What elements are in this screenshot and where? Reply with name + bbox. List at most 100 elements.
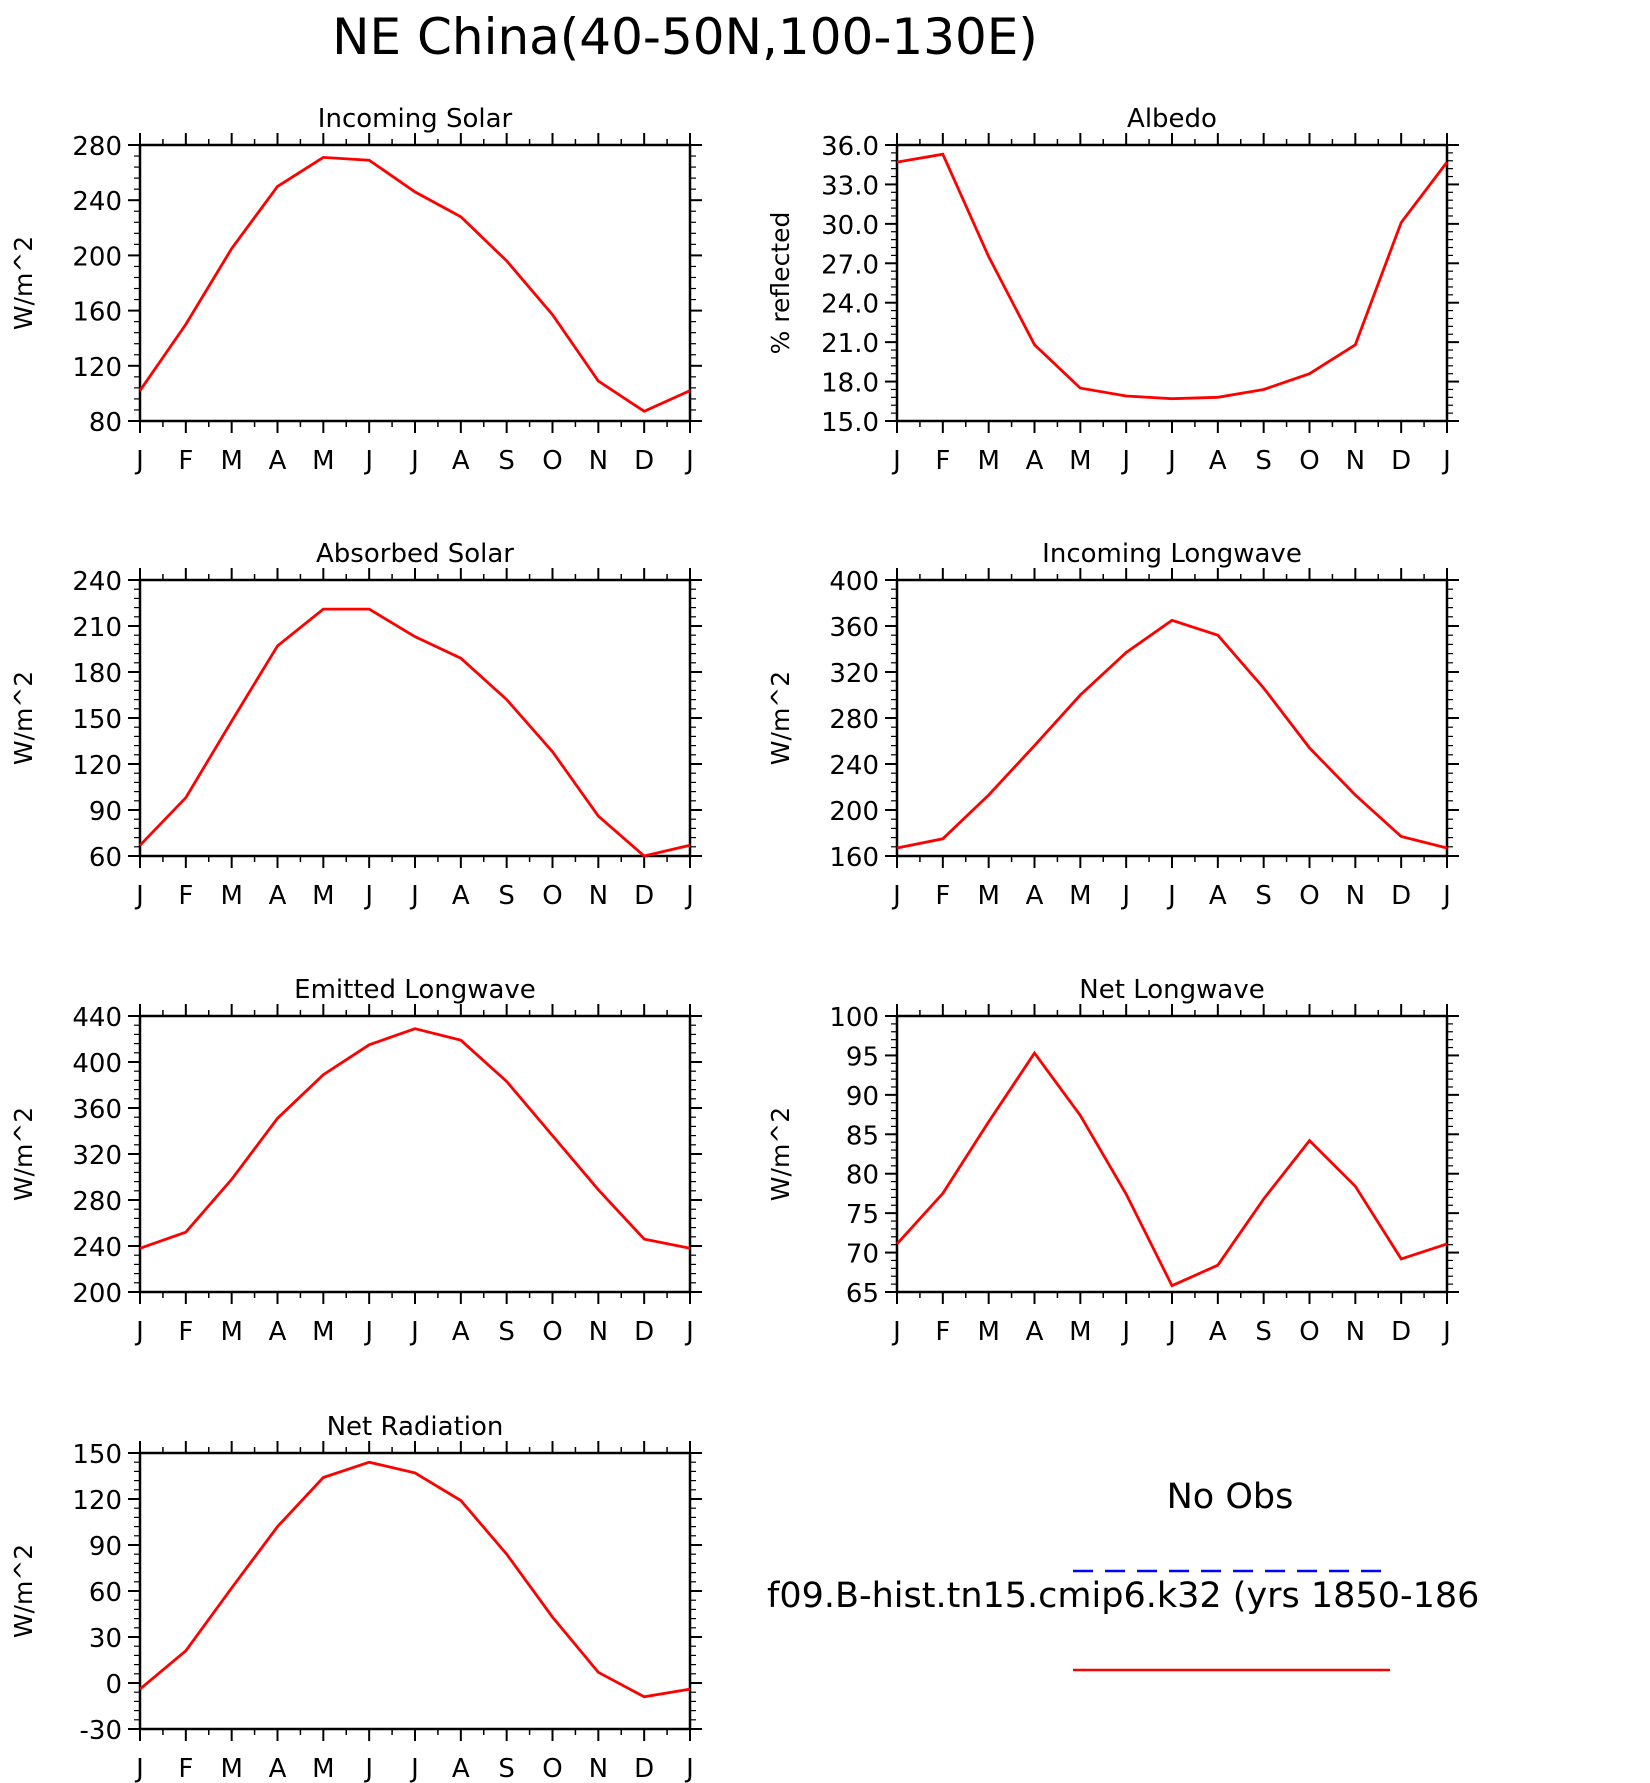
y-tick-label: 90	[89, 797, 122, 827]
x-tick-label: A	[1209, 881, 1227, 911]
x-tick-label: J	[1166, 1317, 1176, 1347]
x-tick-label: M	[977, 1317, 999, 1347]
legend-obs-label: No Obs	[1167, 1477, 1294, 1517]
x-tick-label: N	[589, 1754, 608, 1783]
y-tick-label: 18.0	[821, 369, 879, 399]
plot-frame	[138, 143, 692, 423]
x-tick-label: N	[589, 1317, 608, 1347]
x-tick-label: J	[409, 1754, 419, 1783]
y-tick-label: 60	[89, 1578, 122, 1608]
y-tick-label: 90	[89, 1532, 122, 1562]
x-tick-label: N	[1346, 1317, 1365, 1347]
y-tick-label: 70	[846, 1240, 879, 1270]
y-tick-label: 200	[829, 797, 879, 827]
x-tick-label: J	[363, 1317, 373, 1347]
x-tick-label: A	[269, 1754, 287, 1783]
y-tick-label: 65	[846, 1279, 879, 1309]
panel-title: Incoming Longwave	[1042, 539, 1302, 569]
x-tick-label: O	[542, 446, 562, 476]
x-tick-label: M	[220, 881, 242, 911]
x-tick-label: M	[1069, 881, 1091, 911]
y-tick-label: 90	[846, 1082, 879, 1112]
x-tick-label: J	[134, 1317, 144, 1347]
y-axis-label: W/m^2	[9, 236, 38, 330]
y-tick-label: 60	[89, 843, 122, 873]
x-tick-label: J	[1166, 446, 1176, 476]
y-tick-label: 33.0	[821, 171, 879, 201]
x-tick-label: M	[977, 881, 999, 911]
y-tick-label: 85	[846, 1121, 879, 1151]
x-tick-label: M	[312, 1754, 334, 1783]
x-tick-label: F	[935, 446, 950, 476]
x-tick-label: S	[498, 881, 515, 911]
x-tick-label: M	[220, 1317, 242, 1347]
x-tick-label: J	[1441, 881, 1451, 911]
x-tick-label: O	[542, 1317, 562, 1347]
x-tick-label: F	[178, 1317, 193, 1347]
x-tick-label: N	[1346, 446, 1365, 476]
y-tick-label: 400	[72, 1049, 122, 1079]
y-tick-label: 200	[72, 1279, 122, 1309]
x-tick-label: D	[634, 1754, 654, 1783]
y-tick-label: 400	[829, 567, 879, 597]
y-axis-label: % reflected	[766, 212, 795, 355]
x-tick-label: J	[684, 881, 694, 911]
y-tick-label: 120	[72, 353, 122, 383]
panel-title: Emitted Longwave	[294, 975, 536, 1005]
x-tick-label: F	[178, 1754, 193, 1783]
plot-frame	[138, 1014, 692, 1294]
series-line-model	[896, 618, 1448, 850]
x-tick-label: A	[1026, 881, 1044, 911]
y-tick-label: 80	[89, 408, 122, 438]
panel-title: Albedo	[1127, 104, 1217, 134]
y-tick-label: 36.0	[821, 132, 879, 162]
y-tick-label: 27.0	[821, 250, 879, 280]
y-axis-label: W/m^2	[9, 1544, 38, 1638]
series-line-model	[139, 1027, 691, 1250]
x-tick-label: J	[134, 1754, 144, 1783]
x-tick-label: J	[684, 1754, 694, 1783]
x-tick-label: J	[363, 881, 373, 911]
x-tick-label: A	[269, 446, 287, 476]
x-tick-label: S	[498, 446, 515, 476]
x-tick-label: J	[1120, 1317, 1130, 1347]
y-tick-label: -30	[80, 1716, 122, 1746]
panel-title: Absorbed Solar	[316, 539, 514, 569]
x-tick-label: M	[1069, 1317, 1091, 1347]
y-tick-label: 360	[829, 613, 879, 643]
x-tick-label: O	[1299, 881, 1319, 911]
panel-title: Net Radiation	[327, 1412, 504, 1442]
series-line-model	[138, 607, 691, 858]
x-tick-label: F	[178, 881, 193, 911]
plot-frame	[138, 1451, 692, 1731]
x-tick-label: F	[935, 1317, 950, 1347]
x-tick-label: M	[312, 446, 334, 476]
x-tick-label: J	[1166, 881, 1176, 911]
x-tick-label: A	[452, 1754, 470, 1783]
x-tick-label: M	[1069, 446, 1091, 476]
panel-title: Incoming Solar	[318, 104, 513, 134]
y-tick-label: 180	[72, 659, 122, 689]
figure-title: NE China(40-50N,100-130E)	[332, 8, 1038, 66]
x-tick-label: M	[220, 446, 242, 476]
plot-frame	[138, 578, 692, 858]
x-tick-label: S	[1255, 446, 1272, 476]
y-axis-label: W/m^2	[9, 671, 38, 765]
y-tick-label: 240	[72, 1233, 122, 1263]
x-tick-label: D	[634, 1317, 654, 1347]
x-tick-label: N	[1346, 881, 1365, 911]
x-tick-label: M	[220, 1754, 242, 1783]
x-tick-label: D	[1391, 881, 1411, 911]
series-line-model	[139, 1460, 691, 1699]
y-tick-label: 120	[72, 751, 122, 781]
y-tick-label: 360	[72, 1095, 122, 1125]
y-tick-label: 320	[72, 1141, 122, 1171]
y-tick-label: 440	[72, 1003, 122, 1033]
x-tick-label: J	[891, 446, 901, 476]
x-tick-label: D	[1391, 1317, 1411, 1347]
y-tick-label: 240	[72, 187, 122, 217]
